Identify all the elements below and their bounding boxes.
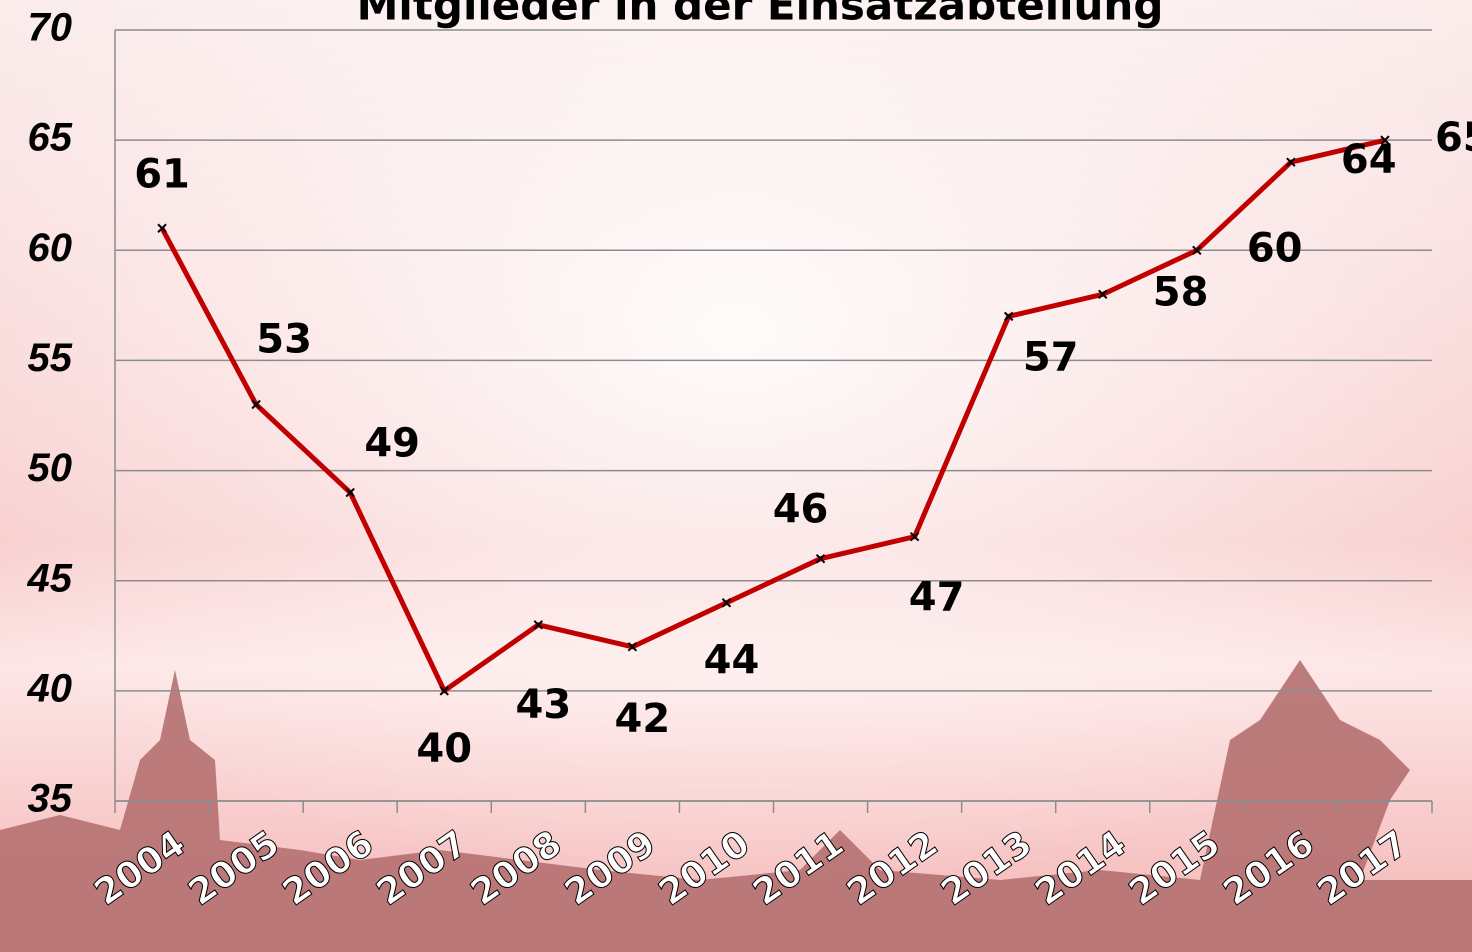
data-label: 46 [773,487,829,533]
chart-title: Mitglieder in der Einsatzabteilung [357,0,1164,30]
data-label: 47 [909,575,965,621]
marker [1286,157,1296,167]
data-label: 43 [515,682,571,728]
marker [1380,135,1390,145]
marker [1098,289,1108,300]
y-tick-label: 55 [28,336,73,380]
marker [1192,245,1202,255]
y-tick-label: 60 [28,226,73,270]
marker [533,620,544,630]
marker [157,223,167,233]
marker [909,531,920,542]
marker [251,399,261,410]
skyline [0,660,1472,952]
data-label: 65 [1435,115,1472,161]
marker [345,487,355,498]
y-tick-label: 40 [27,666,73,710]
data-label: 42 [615,696,671,742]
y-tick-label: 45 [27,556,73,600]
data-label: 40 [416,726,472,772]
data-label: 49 [364,421,420,467]
marker [627,642,638,652]
y-tick-label: 70 [28,6,73,50]
y-tick-label: 65 [28,116,73,160]
data-label: 64 [1341,137,1397,183]
data-label: 44 [704,638,760,684]
data-label: 61 [134,151,190,197]
data-label: 57 [1023,334,1079,380]
data-label: 58 [1153,269,1209,315]
data-label: 60 [1247,225,1303,271]
y-tick-label: 35 [28,777,73,821]
marker [721,598,732,608]
y-tick-label: 50 [28,446,73,490]
line [159,137,1386,694]
marker [815,553,826,564]
marker [439,686,449,696]
marker [1003,311,1014,322]
data-label: 53 [256,316,312,362]
